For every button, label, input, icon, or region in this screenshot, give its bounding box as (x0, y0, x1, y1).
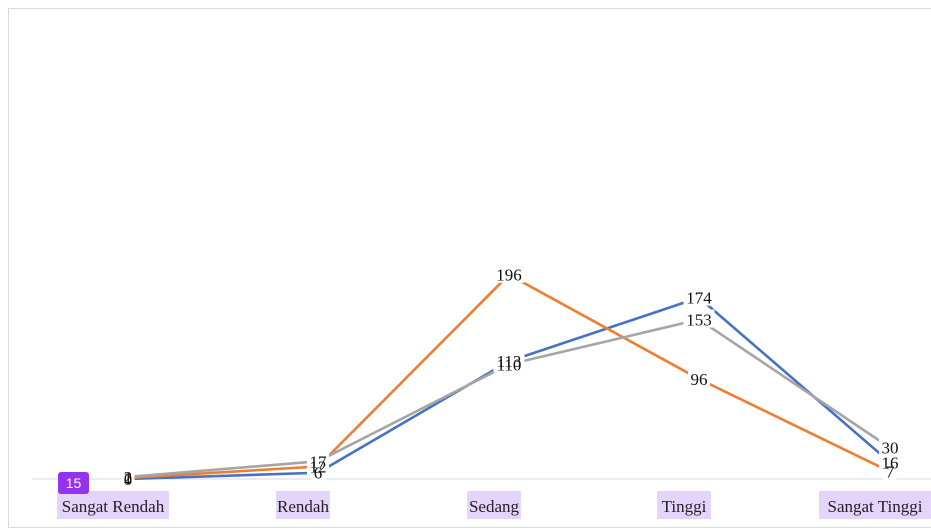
data-label-bg (307, 451, 329, 470)
data-label-series-3: 153 (686, 311, 712, 330)
data-label-bg (879, 437, 901, 456)
series-2-segment (316, 273, 511, 468)
series-3-segment (507, 318, 701, 366)
tick-label-highlight (819, 491, 931, 519)
chart-frame (8, 8, 931, 528)
x-tick-label: Sangat Rendah (62, 497, 165, 516)
x-tick-label: Tinggi (662, 497, 707, 516)
data-label-series-1: 16 (882, 453, 899, 472)
data-label-series-3: 17 (310, 452, 328, 471)
data-label-bg (883, 461, 897, 480)
data-label-bg (683, 287, 715, 306)
series-1-segment (126, 471, 320, 481)
series-2-segment (507, 273, 701, 381)
tick-label-highlight (57, 491, 169, 519)
data-label-series-1: 0 (124, 470, 133, 489)
data-label-series-1: 6 (314, 464, 323, 483)
data-label-series-2: 7 (886, 463, 895, 482)
x-tick-label: Sedang (469, 497, 520, 516)
series-2-segment (697, 377, 892, 474)
data-label-series-3: 2 (124, 468, 133, 487)
series-3-segment (316, 363, 511, 463)
tick-label-highlight (467, 491, 521, 519)
data-label-series-2: 196 (496, 266, 522, 285)
data-label-bg (121, 466, 135, 485)
data-label-series-2: 12 (310, 457, 327, 476)
series-2-segment (126, 465, 320, 480)
data-label-series-3: 30 (882, 439, 899, 458)
data-label-series-2: 1 (124, 469, 133, 488)
series-1-segment (697, 296, 892, 464)
tick-label-highlight (657, 491, 711, 519)
data-label-bg (688, 368, 710, 387)
data-label-series-3: 110 (497, 355, 522, 374)
x-tick-label: Sangat Tinggi (828, 497, 923, 516)
series-3-segment (126, 459, 320, 479)
data-label-series-1: 113 (497, 352, 522, 371)
data-label-bg (493, 264, 525, 283)
data-label-bg (683, 309, 715, 328)
series-3-segment (697, 318, 892, 450)
series-1-segment (507, 296, 701, 363)
tick-label-highlight (276, 491, 330, 519)
x-tick-label: Rendah (277, 497, 329, 516)
data-label-series-1: 174 (686, 289, 712, 308)
selection-badge: 15 (58, 472, 89, 494)
data-label-bg (493, 354, 525, 373)
data-label-series-2: 96 (691, 370, 708, 389)
